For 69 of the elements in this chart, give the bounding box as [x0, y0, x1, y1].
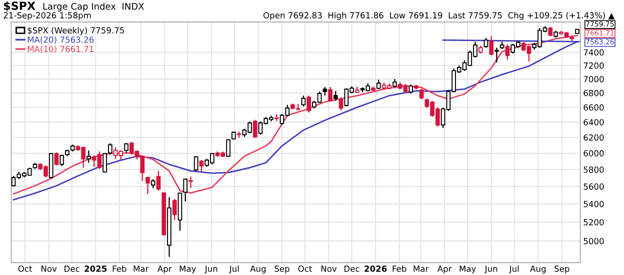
y-tick-label: 7400 — [584, 49, 604, 56]
candlestick — [301, 95, 306, 107]
candlestick — [54, 152, 59, 166]
candlestick — [328, 86, 332, 102]
text: 21-Sep-2026 1:58pm — [4, 12, 91, 20]
candlestick — [408, 84, 413, 94]
x-tick-label: Jun — [204, 266, 218, 274]
x-tick-label: Oct — [298, 266, 312, 272]
x-tick-label: Feb — [112, 265, 126, 272]
y-tick-label: 7000 — [584, 76, 604, 82]
y-tick-label: 5400 — [584, 200, 604, 208]
y-tick-label: 5800 — [584, 166, 604, 173]
candlestick — [60, 154, 64, 167]
candlestick — [338, 96, 344, 112]
x-tick-label: 2026 — [364, 266, 387, 272]
x-tick-label: Mar — [134, 266, 149, 272]
candlestick — [226, 138, 230, 158]
x-tick-label: Mar — [414, 266, 429, 272]
candlestick — [86, 150, 91, 164]
candlestick — [156, 170, 161, 192]
x-tick-label: May — [460, 266, 476, 274]
x-tick-label: May — [180, 266, 196, 274]
x-tick-label: Feb — [392, 265, 406, 272]
y-tick-label: 6400 — [584, 119, 604, 126]
x-tick-label: Sep — [554, 266, 570, 274]
candlestick — [252, 119, 258, 138]
x-tick-label: Apr — [157, 266, 172, 274]
legend-label: $SPX (Weekly) 7759.75 — [28, 27, 124, 36]
y-tick-label: 6600 — [584, 104, 604, 111]
chart-title: $SPX — [4, 1, 36, 12]
x-tick-label: Jul — [228, 265, 239, 274]
x-tick-label: Jun — [484, 266, 498, 274]
candlestick — [48, 152, 54, 180]
candlestick — [548, 26, 553, 37]
x-tick-label: Sep — [274, 266, 290, 274]
x-tick-label: Aug — [250, 266, 266, 274]
y-tick-label: 6800 — [584, 90, 604, 96]
candlestick — [124, 142, 128, 154]
x-tick-label: Dec — [344, 266, 360, 272]
candlestick — [505, 44, 510, 60]
candlestick — [494, 47, 499, 63]
x-tick-label: 2025 — [84, 266, 107, 272]
candlestick — [172, 198, 177, 221]
y-tick-label: 5200 — [584, 219, 604, 226]
y-tick-label: 7200 — [584, 62, 604, 69]
legend-label: MA(10) 7661.71 — [28, 46, 94, 54]
y-tick-label: 5600 — [584, 183, 604, 190]
candlestick — [146, 176, 150, 194]
candlestick — [150, 178, 156, 189]
x-tick-label: Jul — [508, 265, 519, 274]
x-tick-label: Apr — [437, 266, 452, 274]
candlestick — [489, 35, 494, 56]
x-tick-label: Oct — [18, 266, 32, 272]
candlestick — [484, 37, 488, 48]
chart-subtitle: Large Cap Index INDX — [43, 2, 144, 12]
x-tick-label: Nov — [321, 266, 337, 272]
legend-label: MA(20) 7563.26 — [28, 36, 94, 44]
text: Open 7692.83 High 7761.86 Low 7691.19 Last 7759.75 Chg +109.25 (+1.43%) ▲ — [263, 12, 615, 20]
x-tick-label: Nov — [42, 266, 57, 272]
y-tick-label: 6200 — [584, 134, 604, 141]
candlestick — [199, 160, 204, 174]
x-tick-label: Dec — [64, 266, 80, 272]
y-tick-label: 5000 — [584, 238, 604, 244]
candlestick — [306, 94, 311, 114]
candlestick — [333, 90, 338, 102]
x-tick-label: Aug — [530, 266, 546, 274]
candlestick — [419, 88, 424, 100]
y-tick-label: 6000 — [584, 150, 604, 156]
candlestick — [194, 156, 198, 172]
